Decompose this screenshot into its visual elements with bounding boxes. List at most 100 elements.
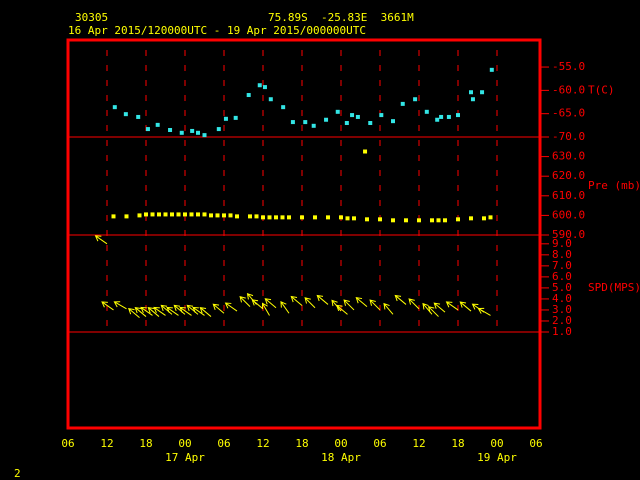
y-tick-label: 3.0 (552, 303, 572, 316)
data-point (190, 128, 195, 133)
data-point (254, 214, 259, 219)
wind-arrow (251, 299, 264, 310)
station-id: 30305 (75, 11, 108, 24)
y-tick-label: 8.0 (552, 248, 572, 261)
wind-arrow (94, 235, 108, 245)
wind-arrow (113, 301, 127, 310)
data-point (209, 213, 213, 218)
wind-arrow (173, 304, 186, 315)
wind-arrow (264, 298, 277, 309)
data-point (216, 127, 221, 132)
data-point (136, 114, 141, 119)
wind-arrow (316, 294, 329, 305)
x-tick-label: 00 (490, 437, 503, 450)
wind-arrow (128, 308, 140, 319)
x-tick-label: 12 (100, 437, 113, 450)
wind-arrow (179, 306, 192, 316)
plot-frame (66, 38, 542, 430)
data-point (335, 109, 340, 114)
y-axis-label: SPD(MPS) (588, 281, 640, 294)
wind-arrow (408, 298, 420, 310)
data-point (155, 122, 160, 127)
date-label: 17 Apr (165, 451, 205, 464)
data-point (344, 121, 349, 126)
data-point (365, 217, 369, 222)
wind-arrow (101, 301, 114, 311)
wind-arrow (343, 299, 355, 311)
data-point (352, 216, 356, 221)
x-tick-label: 06 (217, 437, 230, 450)
x-tick-label: 18 (295, 437, 308, 450)
data-point (150, 212, 155, 217)
y-tick-label: 9.0 (552, 237, 572, 250)
data-point (248, 214, 252, 219)
data-point (170, 212, 174, 217)
y-axis-label: Pre (mb) (588, 179, 640, 192)
data-point (456, 113, 460, 118)
data-point (287, 215, 291, 220)
wind-arrow (166, 306, 179, 316)
x-tick-label: 00 (178, 437, 191, 450)
wind-arrow (280, 300, 290, 314)
data-point (400, 101, 405, 106)
wind-arrow (383, 302, 394, 315)
date-label: 19 Apr (477, 451, 517, 464)
data-point (246, 93, 251, 98)
wind-arrow (186, 304, 199, 315)
data-point (163, 212, 168, 217)
data-point (482, 216, 486, 221)
y-tick-label: -70.0 (552, 130, 585, 143)
data-point (235, 214, 239, 219)
data-point (313, 215, 317, 220)
data-point (223, 116, 228, 121)
data-point (391, 119, 395, 124)
data-point (228, 213, 233, 218)
wind-arrow (290, 295, 303, 306)
data-point (469, 216, 473, 221)
x-tick-label: 06 (529, 437, 542, 450)
wind-arrow (160, 304, 173, 315)
wind-arrow (199, 306, 212, 317)
data-point (112, 105, 117, 110)
data-point (145, 127, 150, 132)
wind-arrow (140, 306, 153, 316)
data-point (424, 109, 429, 114)
period: 16 Apr 2015/120000UTC - 19 Apr 2015/0000… (68, 24, 366, 37)
data-point (222, 213, 226, 218)
data-point (157, 212, 161, 217)
data-point (268, 97, 273, 102)
data-point (183, 212, 187, 217)
data-point (290, 120, 295, 125)
x-tick-label: 00 (334, 437, 347, 450)
wind-arrow (355, 297, 368, 308)
x-tick-label: 18 (451, 437, 464, 450)
data-point (355, 114, 360, 119)
page-number: 2 (14, 467, 21, 480)
data-point (281, 105, 286, 110)
data-point (257, 83, 262, 88)
y-tick-label: 4.0 (552, 292, 572, 305)
wind-arrow (304, 297, 316, 309)
data-point (379, 113, 384, 118)
data-point (233, 115, 238, 120)
wind-arrow (336, 304, 348, 315)
data-point (311, 123, 316, 128)
y-tick-label: 630.0 (552, 150, 585, 163)
data-point (274, 215, 278, 220)
x-tick-label: 18 (139, 437, 152, 450)
station-location: 75.89S -25.83E 3661M (268, 11, 414, 24)
data-point (144, 212, 148, 217)
data-point (168, 128, 173, 133)
x-tick-label: 06 (61, 437, 74, 450)
data-point (404, 218, 408, 223)
data-point (413, 97, 418, 102)
y-axis-label: T(C) (588, 83, 615, 96)
wind-arrow (134, 306, 147, 317)
data-point (324, 117, 329, 122)
data-point (189, 212, 194, 217)
data-point (215, 213, 220, 218)
y-tick-label: 7.0 (552, 259, 572, 272)
wind-arrow (147, 306, 160, 317)
data-point (280, 215, 285, 220)
wind-arrow (212, 303, 225, 314)
